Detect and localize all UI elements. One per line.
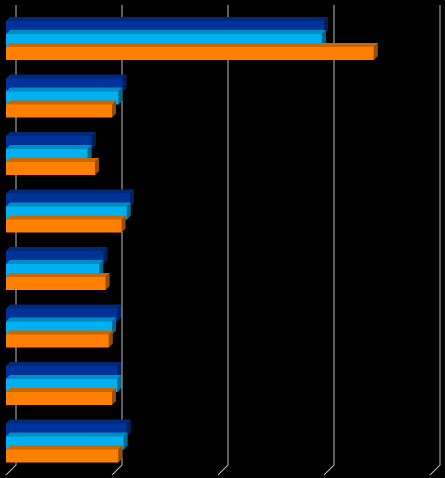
bar-top [6,100,116,105]
bar-top [6,74,127,79]
bar-top [6,87,123,92]
bar-top [6,273,110,277]
bar-side [112,317,116,335]
bar-side [126,202,131,220]
bar-side [108,330,113,348]
bar-side [324,17,328,34]
bar-top [6,304,122,309]
bar-side [112,100,116,118]
grid-line [429,5,441,476]
bar-top [6,330,113,335]
bar-top [6,189,135,194]
bar [6,449,119,463]
bar-top [6,419,131,424]
bar-top [6,30,326,34]
bar-side [126,419,131,437]
bar-top [6,317,116,322]
grid-line [111,5,123,476]
bar-side [117,362,122,379]
bar-side [122,74,127,92]
bar [6,334,109,348]
bar-top [6,132,96,136]
bar-side [91,132,96,149]
bar-top [6,445,123,450]
bar [6,277,106,290]
bar-side [130,189,135,207]
bar-top [6,432,128,437]
bar-side [87,145,92,162]
bar-side [95,158,100,175]
bar-side [121,215,126,233]
bar-top [6,247,108,251]
bar-side [112,388,116,405]
bar-side [123,432,128,450]
bar-top [6,388,116,392]
bar [6,104,112,118]
grid-line [217,5,229,476]
bar-side [103,247,108,264]
bar-top [6,375,122,379]
bar-top [6,17,328,21]
bar [6,219,122,233]
bar-side [117,375,122,392]
bar-side [373,43,378,60]
bar-side [118,445,123,463]
bar-top [6,215,126,220]
bar [6,47,374,60]
bar-top [6,202,131,207]
bar-top [6,362,122,366]
bar-side [99,260,104,277]
bar [6,162,96,175]
grid-line [323,5,335,476]
bar-top [6,145,92,149]
bar-top [6,260,104,264]
bar-top [6,43,378,47]
bar [6,392,112,405]
bar-side [321,30,326,47]
bar-top [6,158,100,162]
bar-side [118,87,123,105]
bar-side [105,273,110,290]
bar-side [117,304,122,322]
